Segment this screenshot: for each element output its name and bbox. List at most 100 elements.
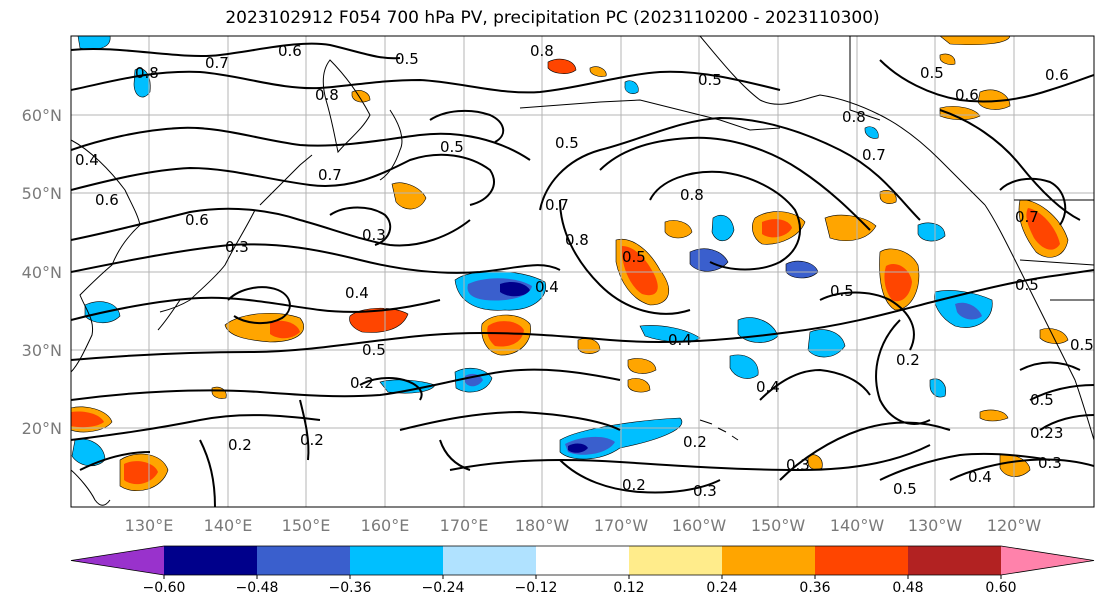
contour-label: 0.3 (362, 226, 386, 244)
contour-label: 0.5 (830, 282, 854, 300)
colorbar-tick-label: 0.24 (706, 580, 737, 596)
lon-label: 170°E (440, 516, 489, 535)
contour-label: 0.6 (185, 211, 209, 229)
colorbar-swatch (629, 546, 722, 575)
precip-negative-core (568, 443, 588, 453)
colorbar-swatch (257, 546, 350, 575)
contour-label: 0.23 (1030, 424, 1063, 442)
lat-label: 30°N (22, 341, 62, 360)
kamchatka-peninsula (379, 109, 403, 181)
lat-label: 40°N (22, 263, 62, 282)
contour-label: 0.7 (862, 146, 886, 164)
lat-label: 20°N (22, 419, 62, 438)
map-gridlines (71, 36, 1094, 507)
contour-label: 0.8 (135, 64, 159, 82)
contour-label: 0.5 (1015, 276, 1039, 294)
lon-label: 160°W (672, 516, 727, 535)
contour-label: 0.7 (205, 54, 229, 72)
contour-label: 0.8 (680, 186, 704, 204)
contour-label: 0.2 (683, 433, 707, 451)
colorbar-swatch (164, 546, 257, 575)
precip-positive-area (979, 409, 1009, 422)
aleutian-islands (519, 99, 781, 131)
lon-label: 140°E (204, 516, 253, 535)
colorbar-tick-label: −0.36 (329, 580, 372, 596)
contour-label: 0.8 (842, 108, 866, 126)
colorbar-swatch (536, 546, 629, 575)
contour-label: 0.5 (1030, 391, 1054, 409)
contour-label: 0.4 (345, 284, 369, 302)
colorbar-tick-label: 0.60 (985, 580, 1016, 596)
colorbar-swatch (815, 546, 908, 575)
contour-label: 0.5 (622, 248, 646, 266)
precip-positive-core (622, 246, 658, 296)
map-title: 2023102912 F054 700 hPa PV, precipitatio… (225, 8, 880, 28)
contour-label: 0.2 (300, 431, 324, 449)
north-america-coast (984, 204, 1094, 441)
precip-positive-area (824, 214, 877, 241)
precip-negative-area (864, 126, 879, 139)
contour-label: 0.4 (75, 151, 99, 169)
colorbar-swatch (350, 546, 443, 575)
colorbar-swatch (71, 546, 164, 575)
precip-positive-area (349, 307, 409, 333)
precip-positive-core (1026, 208, 1060, 250)
precip-positive-area (627, 358, 657, 374)
country-borders (849, 36, 1094, 301)
precip-positive-area (807, 454, 823, 470)
contour-label: 0.2 (622, 476, 646, 494)
colorbar-tick-label: −0.48 (236, 580, 279, 596)
lon-label: 130°E (125, 516, 174, 535)
kuril-islands (259, 154, 313, 206)
lon-label: 160°E (361, 516, 410, 535)
contour-label: 0.5 (920, 64, 944, 82)
lat-label: 60°N (22, 106, 62, 125)
contour-label: 0.4 (756, 378, 780, 396)
precip-negative-area (711, 215, 735, 242)
precip-negative-area (929, 378, 946, 398)
contour-label: 0.8 (530, 42, 554, 60)
contour-label: 0.3 (225, 238, 249, 256)
contour-label: 0.5 (555, 134, 579, 152)
colorbar-swatch (443, 546, 536, 575)
contour-label: 0.4 (535, 278, 559, 296)
pv-contours (71, 42, 1094, 507)
contour-label: 0.7 (1015, 208, 1039, 226)
lon-label: 170°W (594, 516, 649, 535)
colorbar: −0.60 −0.48 −0.36 −0.24 −0.12 0.12 0.24 0.36 0.4… (70, 545, 1095, 596)
contour-label: 0.4 (968, 468, 992, 486)
precip-positive-area (351, 90, 371, 103)
contour-label: 0.5 (1070, 336, 1094, 354)
alaska-coast (699, 36, 986, 206)
contour-label: 0.5 (698, 71, 722, 89)
colorbar-swatch (722, 546, 815, 575)
precip-positive-area (627, 378, 651, 393)
hawaii-islands (699, 419, 739, 441)
precip-negative-area (729, 354, 759, 379)
longitude-labels: 130°E 140°E 150°E 160°E 170°E 180°W 170°… (125, 516, 1042, 535)
precip-positive-core (884, 263, 912, 302)
contour-labels: 0.7 0.6 0.5 0.8 0.8 0.5 0.5 0.6 0.8 0.5 … (75, 42, 1094, 500)
latitude-labels: 60°N 50°N 40°N 30°N 20°N (22, 106, 62, 438)
contour-label: 0.5 (362, 341, 386, 359)
lon-label: 130°W (908, 516, 963, 535)
asia-coast (71, 139, 141, 373)
precip-positive-core (270, 320, 300, 339)
coastlines (71, 36, 1094, 506)
lon-label: 180°W (515, 516, 570, 535)
precip-positive-area (939, 53, 956, 65)
colorbar-tick-label: 0.48 (892, 580, 923, 596)
colorbar-tick-label: −0.12 (515, 580, 558, 596)
contour-label: 0.2 (896, 351, 920, 369)
contour-label: 0.6 (278, 42, 302, 60)
precip-negative-core (955, 302, 982, 320)
lon-label: 120°W (987, 516, 1042, 535)
lat-label: 50°N (22, 184, 62, 203)
contour-label: 0.3 (1038, 454, 1062, 472)
colorbar-tick-label: −0.60 (143, 580, 186, 596)
contour-label: 0.6 (95, 191, 119, 209)
precip-negative-core (500, 282, 530, 297)
contour-label: 0.7 (318, 166, 342, 184)
precip-positive-area (589, 66, 607, 77)
precip-positive-area (391, 182, 427, 210)
